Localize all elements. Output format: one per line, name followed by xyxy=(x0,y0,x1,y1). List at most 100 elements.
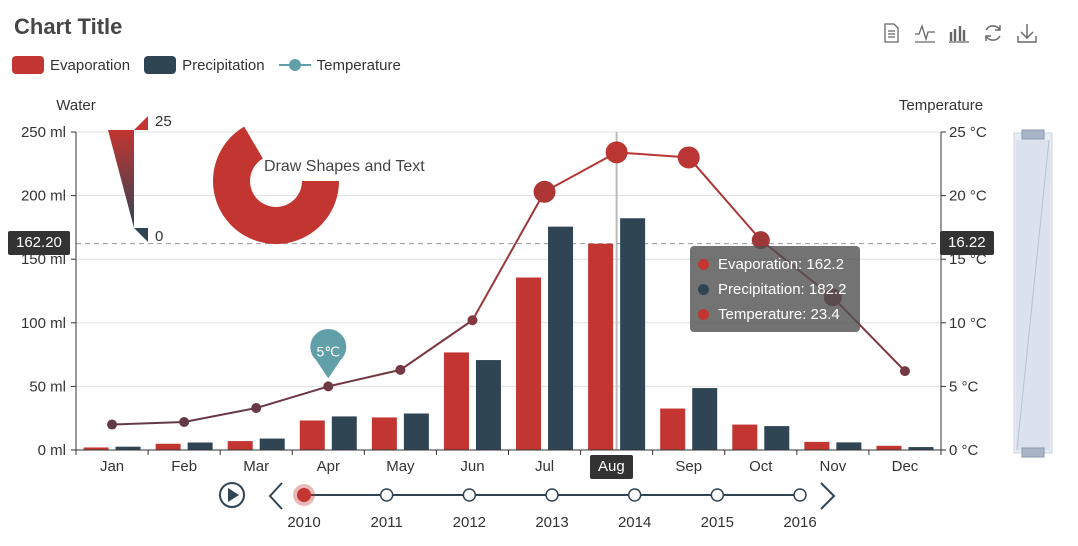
visual-map-handle-top[interactable] xyxy=(134,116,148,130)
y-right-tick-label: 25 °C xyxy=(949,124,987,141)
timeline-next-button[interactable] xyxy=(820,482,836,510)
temperature-point-jun[interactable] xyxy=(467,315,478,326)
legend: Evaporation Precipitation Temperature xyxy=(12,56,415,74)
x-tick-label: Jul xyxy=(535,458,554,475)
legend-item-precipitation[interactable]: Precipitation xyxy=(144,56,265,74)
temperature-line-segment xyxy=(471,191,546,321)
mark-point-label: 5℃ xyxy=(317,343,341,359)
bar-chart-icon[interactable] xyxy=(948,22,970,44)
data-zoom-handle-bottom[interactable] xyxy=(1021,447,1045,458)
tooltip: Evaporation: 162.2 Precipitation: 182.2 … xyxy=(690,246,860,332)
y-right-tick-label: 10 °C xyxy=(949,315,987,332)
axis-pointer-category-label: Aug xyxy=(590,455,633,479)
bar-precipitation-feb[interactable] xyxy=(187,442,213,450)
bar-evaporation-mar[interactable] xyxy=(227,441,253,450)
bar-precipitation-aug[interactable] xyxy=(620,218,646,450)
bar-evaporation-nov[interactable] xyxy=(804,441,830,450)
temperature-point-aug[interactable] xyxy=(605,141,628,164)
y-left-axis-name: Water xyxy=(56,97,95,114)
bar-precipitation-may[interactable] xyxy=(403,413,429,450)
timeline-year-label: 2013 xyxy=(535,514,568,531)
tooltip-row-temperature: Temperature: 23.4 xyxy=(690,302,860,327)
temperature-line-segment xyxy=(687,156,762,241)
bar-evaporation-oct[interactable] xyxy=(732,424,758,450)
timeline-year-label: 2016 xyxy=(783,514,816,531)
temperature-point-jul[interactable] xyxy=(533,180,556,203)
visual-map: 25 0 xyxy=(108,113,172,245)
bar-evaporation-feb[interactable] xyxy=(155,443,181,450)
bar-precipitation-jan[interactable] xyxy=(115,446,141,450)
timeline-node-2014[interactable] xyxy=(627,488,642,502)
data-zoom-track[interactable] xyxy=(1013,132,1053,454)
legend-item-evaporation[interactable]: Evaporation xyxy=(12,56,130,74)
chart-title: Chart Title xyxy=(14,14,123,39)
timeline-year-label: 2012 xyxy=(453,514,486,531)
bar-evaporation-may[interactable] xyxy=(371,417,397,450)
bar-precipitation-nov[interactable] xyxy=(836,442,862,450)
x-tick-label: Oct xyxy=(749,458,773,475)
temperature-point-jan[interactable] xyxy=(107,419,118,430)
x-tick-label: May xyxy=(386,458,415,475)
legend-label-evaporation: Evaporation xyxy=(50,56,131,74)
bar-precipitation-apr[interactable] xyxy=(331,416,357,450)
bar-evaporation-sep[interactable] xyxy=(660,408,686,450)
bar-evaporation-dec[interactable] xyxy=(876,445,902,450)
legend-label-temperature: Temperature xyxy=(316,56,401,74)
data-zoom-handle-top[interactable] xyxy=(1021,129,1045,140)
bar-evaporation-jul[interactable] xyxy=(516,277,542,450)
tooltip-row-evaporation: Evaporation: 162.2 xyxy=(690,252,860,277)
bar-precipitation-mar[interactable] xyxy=(259,438,285,450)
temperature-line-segment xyxy=(255,385,329,409)
temperature-line-segment xyxy=(616,151,689,159)
temperature-point-apr[interactable] xyxy=(323,381,334,392)
y-right-tick-label: 5 °C xyxy=(949,378,979,395)
legend-swatch-temperature xyxy=(278,56,311,74)
timeline-year-label: 2015 xyxy=(701,514,734,531)
timeline-node-2012[interactable] xyxy=(462,488,477,502)
legend-swatch-precipitation xyxy=(144,56,177,74)
bar-precipitation-jun[interactable] xyxy=(475,360,501,450)
restore-icon[interactable] xyxy=(982,22,1004,44)
x-tick-label: Sep xyxy=(675,458,702,475)
data-view-icon[interactable] xyxy=(880,22,902,44)
bar-precipitation-sep[interactable] xyxy=(692,388,718,450)
temperature-point-dec[interactable] xyxy=(899,366,910,377)
y-left-tick-label: 250 ml xyxy=(21,124,66,141)
download-icon[interactable] xyxy=(1016,22,1038,44)
bar-evaporation-aug[interactable] xyxy=(588,243,614,450)
x-tick-label: Jan xyxy=(100,458,124,475)
timeline-prev-button[interactable] xyxy=(268,482,283,510)
bar-evaporation-jun[interactable] xyxy=(443,352,469,450)
mark-point-pin[interactable] xyxy=(310,328,347,379)
timeline-node-2016[interactable] xyxy=(793,488,807,502)
bar-precipitation-dec[interactable] xyxy=(908,447,934,450)
temperature-point-sep[interactable] xyxy=(677,146,700,169)
mark-point: 5℃ xyxy=(310,328,347,379)
visual-map-gradient-bar[interactable] xyxy=(108,130,134,228)
line-chart-icon[interactable] xyxy=(914,22,936,44)
bar-evaporation-jan[interactable] xyxy=(83,447,109,450)
timeline: 2010 2011 2012 2013 2014 2015 2016 xyxy=(219,482,836,531)
legend-item-temperature[interactable]: Temperature xyxy=(278,56,401,74)
tooltip-label-evaporation: Evaporation: 162.2 xyxy=(718,256,844,273)
timeline-node-2010[interactable] xyxy=(297,488,311,502)
axis-pointer-left-label: 162.20 xyxy=(8,231,70,255)
temperature-point-mar[interactable] xyxy=(251,403,262,414)
visual-map-min-label: 0 xyxy=(155,228,163,245)
timeline-node-2013[interactable] xyxy=(545,488,559,502)
x-tick-label: Mar xyxy=(243,458,269,475)
timeline-node-2011[interactable] xyxy=(379,488,394,502)
bar-precipitation-oct[interactable] xyxy=(764,426,790,450)
temperature-line-segment xyxy=(399,319,474,371)
bar-evaporation-apr[interactable] xyxy=(299,420,325,450)
visual-map-handle-bottom[interactable] xyxy=(134,228,148,242)
bar-precipitation-jul[interactable] xyxy=(548,226,574,450)
graphic-text: Draw Shapes and Text xyxy=(264,158,425,175)
graphic-elements: Draw Shapes and Text xyxy=(213,126,425,245)
temperature-point-feb[interactable] xyxy=(179,417,190,428)
timeline-node-2015[interactable] xyxy=(710,488,725,502)
temperature-point-may[interactable] xyxy=(395,364,406,375)
timeline-play-button[interactable] xyxy=(219,482,245,508)
